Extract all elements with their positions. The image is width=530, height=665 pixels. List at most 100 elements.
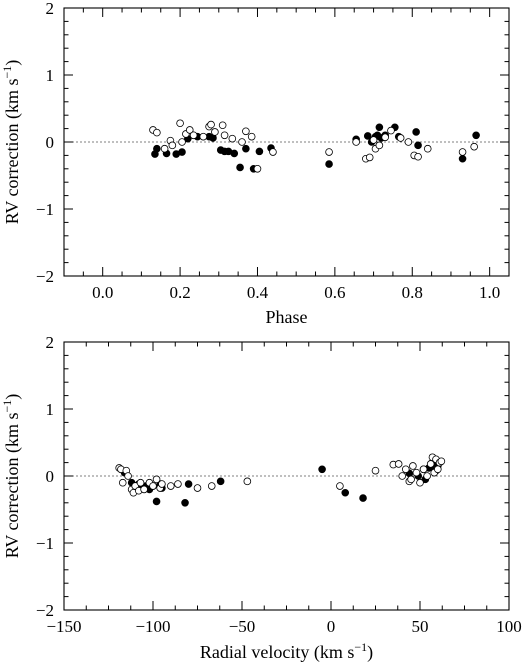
open-point <box>387 126 395 135</box>
open-point <box>124 472 132 480</box>
filled-point <box>318 465 326 474</box>
open-point <box>207 482 216 490</box>
open-point <box>437 457 446 466</box>
open-point <box>174 480 182 488</box>
filled-point <box>363 132 372 140</box>
y-tick-label: 1 <box>46 66 55 85</box>
filled-point <box>153 144 161 153</box>
x-tick-label: −50 <box>229 617 256 636</box>
y-tick-label: −2 <box>36 601 54 620</box>
x-tick-label: −100 <box>135 617 170 636</box>
y-tick-label: 1 <box>46 400 55 419</box>
open-point <box>398 472 407 480</box>
filled-point <box>472 131 480 140</box>
filled-point <box>216 477 225 486</box>
open-point <box>152 475 161 484</box>
open-point <box>118 478 127 487</box>
filled-point <box>458 154 467 163</box>
x-tick-label: 0 <box>327 617 336 636</box>
open-point <box>189 131 198 140</box>
y-tick-label: 0 <box>46 133 55 152</box>
open-point <box>160 144 169 153</box>
open-point <box>185 126 194 134</box>
open-point <box>149 482 157 490</box>
filled-point <box>230 149 239 158</box>
open-point <box>158 480 166 488</box>
y-tick-label: 0 <box>46 467 55 486</box>
plot-frame <box>63 7 510 277</box>
x-tick-label: 50 <box>412 617 429 636</box>
open-point <box>199 132 208 141</box>
open-point <box>375 141 384 150</box>
open-point <box>336 482 344 490</box>
open-point <box>247 132 256 141</box>
open-point <box>140 485 148 494</box>
y-axis-label: RV correction (km s−1) <box>0 60 23 224</box>
filled-point <box>181 498 189 507</box>
y-tick-label: −2 <box>36 267 54 286</box>
filled-point <box>236 163 244 172</box>
open-point <box>325 148 333 156</box>
y-tick-label: 2 <box>46 0 55 18</box>
open-point <box>396 134 405 142</box>
open-point <box>352 138 360 146</box>
open-point <box>243 477 252 486</box>
open-point <box>269 148 277 156</box>
x-axis-label: Phase <box>266 307 308 327</box>
x-tick-label: 1.0 <box>479 283 500 302</box>
open-point <box>419 465 428 474</box>
filled-point <box>414 141 422 150</box>
open-point <box>211 128 219 136</box>
open-point <box>409 462 417 470</box>
open-point <box>433 465 442 474</box>
x-tick-label: 0.0 <box>92 283 113 302</box>
open-point <box>218 121 227 130</box>
filled-point <box>375 123 384 132</box>
x-axis-label: Radial velocity (km s−1) <box>200 640 373 663</box>
y-tick-label: −1 <box>36 534 54 553</box>
y-tick-label: 2 <box>46 333 55 352</box>
open-point <box>365 153 374 162</box>
open-point <box>369 136 378 144</box>
filled-point <box>341 488 350 497</box>
open-point <box>220 131 229 140</box>
open-point <box>136 478 145 487</box>
open-point <box>176 119 184 128</box>
x-tick-label: −150 <box>46 617 81 636</box>
open-point <box>394 460 403 468</box>
open-point <box>238 138 246 146</box>
x-tick-label: 0.6 <box>324 283 345 302</box>
open-point <box>412 468 421 477</box>
open-point <box>416 478 424 487</box>
open-point <box>167 482 175 490</box>
open-point <box>407 475 415 484</box>
open-point <box>178 138 186 146</box>
filled-point <box>412 128 420 136</box>
open-point <box>401 465 410 474</box>
filled-point <box>178 148 186 156</box>
open-point <box>423 472 431 480</box>
filled-point <box>359 494 367 502</box>
filled-point <box>255 147 264 156</box>
filled-point <box>325 160 333 168</box>
x-tick-label: 0.4 <box>247 283 269 302</box>
y-axis-label: RV correction (km s−1) <box>0 394 23 558</box>
filled-point <box>152 497 161 506</box>
y-tick-label: −1 <box>36 200 54 219</box>
filled-point <box>242 144 250 153</box>
open-point <box>253 165 262 173</box>
x-tick-label: 100 <box>496 617 522 636</box>
phase-panel: 0.0 0.2 0.4 0.6 0.8 1.0 −2 −1 0 1 2 Phase RV correct… <box>0 0 510 327</box>
open-point <box>207 120 215 129</box>
open-point <box>458 148 467 156</box>
open-point <box>168 141 177 150</box>
open-point <box>153 128 161 137</box>
open-point <box>193 484 202 492</box>
open-point <box>404 138 413 146</box>
open-point <box>242 127 250 136</box>
x-tick-label: 0.2 <box>169 283 190 302</box>
open-point <box>423 144 432 153</box>
open-point <box>381 133 389 142</box>
x-tick-label: 0.8 <box>402 283 423 302</box>
